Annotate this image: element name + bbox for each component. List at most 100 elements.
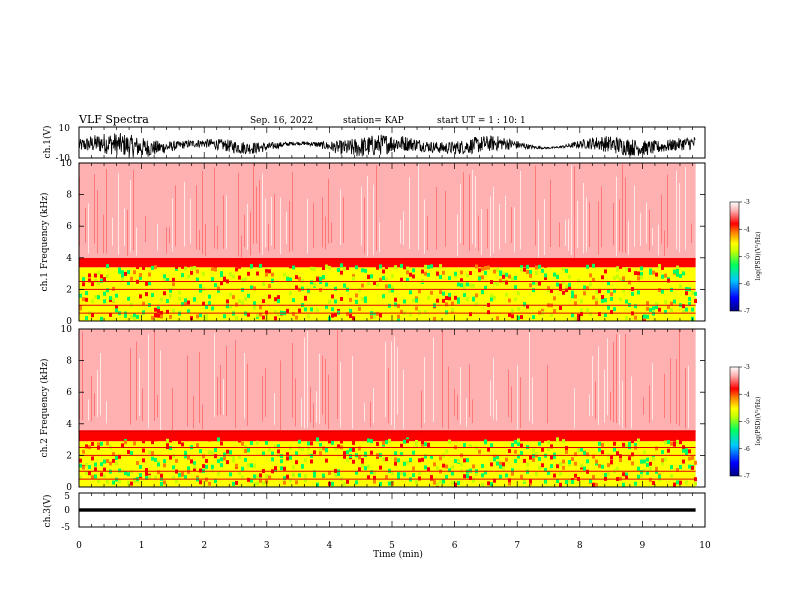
spectrogram-speckle (592, 454, 595, 459)
spectrogram-speckle (331, 313, 334, 318)
spectrogram-speckle (445, 474, 448, 479)
spectrogram-speckle (607, 471, 610, 476)
spectrogram-speckle (109, 296, 112, 301)
spectrogram-speckle (343, 482, 346, 486)
spectrogram-speckle (157, 313, 160, 318)
spectrogram-speckle (136, 460, 139, 465)
spectrogram-speckle (352, 440, 355, 445)
spectrogram-speckle (568, 282, 571, 287)
spectrogram-streak (619, 199, 620, 252)
spectrogram-speckle (598, 447, 601, 452)
spectrogram-streak (550, 179, 551, 248)
spectrogram-speckle (604, 312, 607, 317)
spectrogram-speckle (196, 277, 199, 282)
spectrogram-speckle (547, 286, 550, 291)
spectrogram-speckle (247, 477, 250, 482)
spectrogram-speckle (589, 479, 592, 484)
spectrogram-speckle (421, 457, 424, 462)
spectrogram-speckle (172, 454, 175, 459)
spectrogram-speckle (367, 464, 370, 469)
spectrogram-streak (214, 333, 215, 418)
spectrogram-speckle (394, 451, 397, 456)
spectrogram-speckle (259, 473, 262, 478)
spectrogram-speckle (655, 466, 658, 471)
spectrogram-speckle (541, 463, 544, 468)
spectrogram-streak (679, 183, 680, 253)
spectrogram-speckle (514, 285, 517, 290)
spectrogram-speckle (388, 303, 391, 308)
spectrogram-streak (535, 165, 536, 246)
spectrogram-streak (130, 348, 131, 425)
spectrogram-speckle (334, 286, 337, 291)
spectrogram-speckle (634, 442, 637, 447)
spectrogram-speckle (400, 263, 403, 268)
spectrogram-streak (313, 403, 314, 429)
xtick-label: 10 (699, 541, 711, 551)
spectrogram-speckle (340, 439, 343, 444)
spectrogram-streak (490, 380, 491, 417)
spectrogram-speckle (154, 437, 157, 442)
spectrogram-speckle (433, 479, 436, 484)
spectrogram-speckle (472, 464, 475, 469)
spectrogram-speckle (679, 274, 682, 279)
spectrogram-speckle (202, 271, 205, 276)
spectrogram-speckle (421, 269, 424, 274)
spectrogram-speckle (532, 288, 535, 293)
spectrogram-streak (241, 235, 242, 258)
spectrogram-speckle (649, 270, 652, 275)
spectrogram-speckle (517, 441, 520, 446)
spectrogram-speckle (295, 480, 298, 485)
spectrogram-speckle (445, 464, 448, 469)
spectrogram-streak (496, 399, 497, 421)
spectrogram-speckle (373, 280, 376, 285)
spectrogram-streak (643, 397, 644, 415)
spectrogram-speckle (607, 463, 610, 468)
spectrogram-streak (364, 197, 365, 254)
spectrogram-speckle (271, 272, 274, 277)
spectrogram-speckle (364, 268, 367, 273)
spectrogram-speckle (466, 273, 469, 278)
spectrogram-speckle (298, 473, 301, 478)
spectrogram-speckle (442, 291, 445, 296)
spectrogram-speckle (421, 278, 424, 283)
spectrogram-speckle (100, 316, 103, 321)
spectrogram-speckle (613, 447, 616, 452)
ch1-colorbar-ticks: -3 -4 -5 -6 -7 (739, 199, 750, 315)
spectrogram-speckle (556, 437, 559, 442)
spectrogram-speckle (286, 474, 289, 479)
spectrogram-speckle (79, 475, 82, 480)
spectrogram-speckle (178, 311, 181, 316)
spectrogram-speckle (133, 316, 136, 321)
spectrogram-streak (685, 166, 686, 251)
spectrogram-streak (157, 394, 158, 418)
spectrogram-speckle (343, 266, 346, 271)
spectrogram-streak (166, 227, 167, 254)
spectrogram-speckle (451, 471, 454, 476)
spectrogram-speckle (319, 442, 322, 447)
spectrogram-speckle (298, 439, 301, 444)
spectrogram-speckle (541, 308, 544, 313)
spectrogram-speckle (229, 450, 232, 455)
ch2-spectrogram-ylabel: ch.2 Frequency (kHz) (39, 359, 50, 458)
spectrogram-speckle (511, 314, 514, 319)
spectrogram-speckle (145, 475, 148, 480)
spectrogram-speckle (160, 481, 163, 486)
spectrogram-speckle (604, 472, 607, 477)
spectrogram-speckle (379, 482, 382, 486)
spectrogram-speckle (352, 276, 355, 281)
spectrogram-speckle (661, 289, 664, 294)
spectrogram-streak (343, 197, 344, 243)
spectrogram-speckle (451, 465, 454, 470)
colorbar-tick-label: -4 (744, 391, 750, 398)
spectrogram-speckle (361, 460, 364, 465)
spectrogram-speckle (664, 273, 667, 278)
spectrogram-speckle (184, 301, 187, 306)
station-label: station= KAP (343, 116, 404, 126)
spectrogram-streak (625, 177, 626, 253)
spectrogram-speckle (334, 312, 337, 317)
spectrogram-speckle (163, 278, 166, 283)
spectrogram-speckle (496, 455, 499, 460)
spectrogram-speckle (178, 296, 181, 301)
spectrogram-streak (652, 363, 653, 420)
spectrogram-speckle (127, 472, 130, 477)
